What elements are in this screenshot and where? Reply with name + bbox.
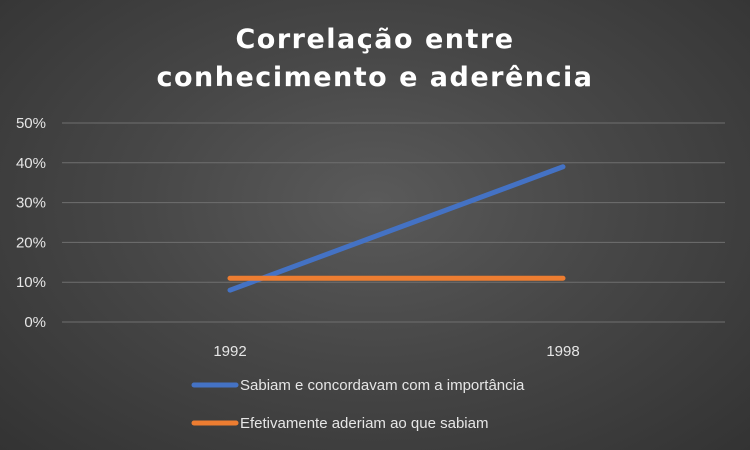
x-tick-label: 1998 <box>546 343 579 360</box>
x-axis-ticks: 1992 1998 <box>213 343 579 360</box>
series-lines <box>227 164 566 293</box>
legend: Sabiam e concordavam com a importância Ef… <box>191 377 525 432</box>
chart-title-line-1: Correlação entre <box>235 24 514 55</box>
y-tick-label: 20% <box>16 234 46 251</box>
y-tick-label: 40% <box>16 155 46 172</box>
x-tick-label: 1992 <box>213 343 246 360</box>
gridlines <box>62 122 725 323</box>
y-tick-label: 50% <box>16 115 46 132</box>
y-axis-ticks: 0% 10% 20% 30% 40% 50% <box>16 115 46 331</box>
y-tick-label: 10% <box>16 274 46 291</box>
y-tick-label: 30% <box>16 195 46 212</box>
legend-label-1: Sabiam e concordavam com a importância <box>240 377 525 394</box>
chart-title-line-2: conhecimento e aderência <box>157 62 594 93</box>
legend-label-2: Efetivamente aderiam ao que sabiam <box>240 415 488 432</box>
y-tick-label: 0% <box>24 314 46 331</box>
series-line-1 <box>227 164 566 293</box>
